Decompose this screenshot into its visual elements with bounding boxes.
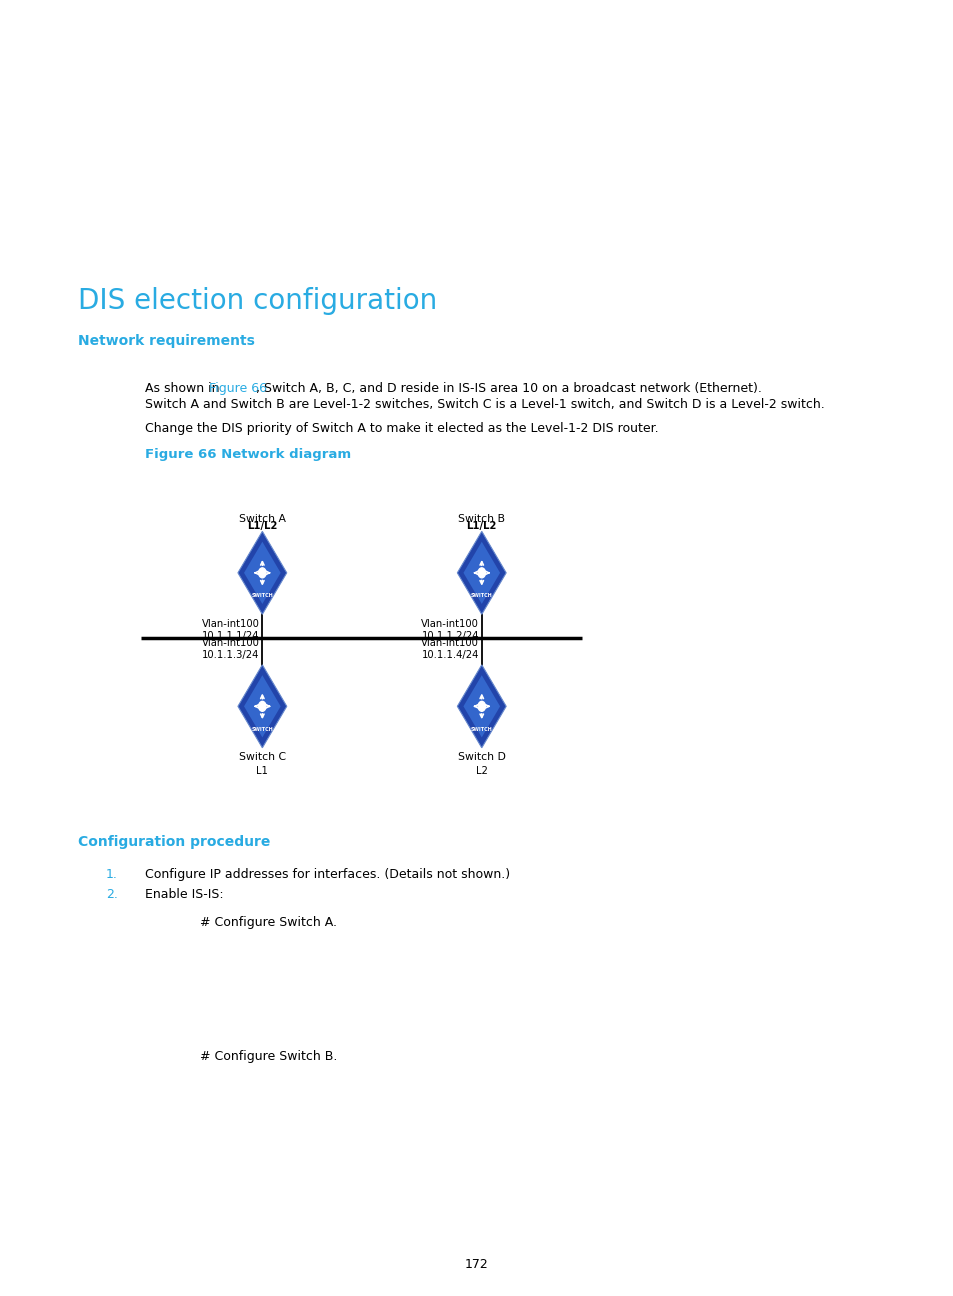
Text: L1/L2: L1/L2 xyxy=(466,521,497,531)
Polygon shape xyxy=(237,531,287,614)
Polygon shape xyxy=(463,542,499,604)
Text: Figure 66: Figure 66 xyxy=(209,382,266,395)
Text: SWITCH: SWITCH xyxy=(471,727,492,732)
Text: 172: 172 xyxy=(465,1258,488,1271)
Text: Switch A: Switch A xyxy=(238,513,286,524)
Text: Switch B: Switch B xyxy=(457,513,505,524)
Text: Change the DIS priority of Switch A to make it elected as the Level-1-2 DIS rout: Change the DIS priority of Switch A to m… xyxy=(145,422,658,435)
Circle shape xyxy=(477,701,485,712)
Text: Enable IS-IS:: Enable IS-IS: xyxy=(145,888,223,901)
Text: L1: L1 xyxy=(256,766,268,776)
Text: SWITCH: SWITCH xyxy=(471,594,492,599)
Text: 2.: 2. xyxy=(106,888,118,901)
Text: Switch C: Switch C xyxy=(238,752,286,762)
Polygon shape xyxy=(456,665,506,748)
Text: Configure IP addresses for interfaces. (Details not shown.): Configure IP addresses for interfaces. (… xyxy=(145,868,510,881)
Text: DIS election configuration: DIS election configuration xyxy=(78,286,436,315)
Text: Configuration procedure: Configuration procedure xyxy=(78,835,270,849)
Text: Vlan-int100
10.1.1.3/24: Vlan-int100 10.1.1.3/24 xyxy=(201,638,259,660)
Text: , Switch A, B, C, and D reside in IS-IS area 10 on a broadcast network (Ethernet: , Switch A, B, C, and D reside in IS-IS … xyxy=(256,382,761,395)
Text: L1/L2: L1/L2 xyxy=(247,521,277,531)
Text: SWITCH: SWITCH xyxy=(252,727,273,732)
Text: Network requirements: Network requirements xyxy=(78,334,254,349)
Text: Switch A and Switch B are Level-1-2 switches, Switch C is a Level-1 switch, and : Switch A and Switch B are Level-1-2 swit… xyxy=(145,398,824,411)
Text: SWITCH: SWITCH xyxy=(252,594,273,599)
Text: Vlan-int100
10.1.1.1/24: Vlan-int100 10.1.1.1/24 xyxy=(201,619,259,642)
Polygon shape xyxy=(463,675,499,737)
Text: Figure 66 Network diagram: Figure 66 Network diagram xyxy=(145,448,351,461)
Polygon shape xyxy=(244,542,280,604)
Circle shape xyxy=(258,701,266,712)
Text: Switch D: Switch D xyxy=(457,752,505,762)
Text: # Configure Switch A.: # Configure Switch A. xyxy=(200,916,336,929)
Circle shape xyxy=(258,568,266,578)
Text: # Configure Switch B.: # Configure Switch B. xyxy=(200,1050,337,1063)
Circle shape xyxy=(477,568,485,578)
Text: Vlan-int100
10.1.1.4/24: Vlan-int100 10.1.1.4/24 xyxy=(420,638,478,660)
Polygon shape xyxy=(237,665,287,748)
Text: L2: L2 xyxy=(476,766,487,776)
Text: As shown in: As shown in xyxy=(145,382,223,395)
Text: Vlan-int100
10.1.1.2/24: Vlan-int100 10.1.1.2/24 xyxy=(420,619,478,642)
Polygon shape xyxy=(456,531,506,614)
Text: 1.: 1. xyxy=(106,868,118,881)
Polygon shape xyxy=(244,675,280,737)
